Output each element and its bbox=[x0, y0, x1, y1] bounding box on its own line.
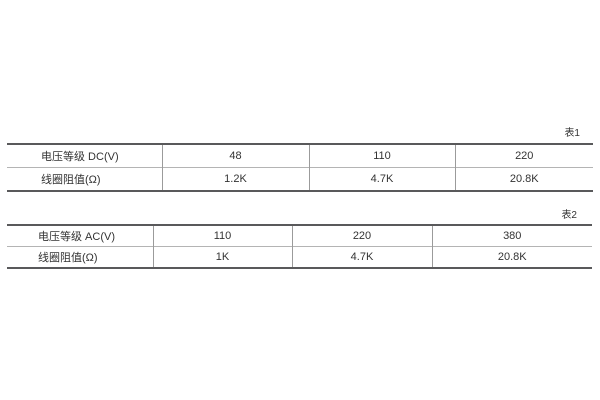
value-cell: 20.8K bbox=[455, 167, 593, 191]
table1-caption: 表1 bbox=[564, 128, 580, 139]
value-cell: 380 bbox=[503, 230, 522, 242]
dc-voltage-table-section: 表1 电压等级 DC(V) 48 110 220 线圈阻值(Ω) 1.2K 4.… bbox=[7, 126, 593, 192]
table-row: 线圈阻值(Ω) 1K 4.7K 20.8K bbox=[7, 246, 592, 268]
dc-voltage-table: 电压等级 DC(V) 48 110 220 线圈阻值(Ω) 1.2K 4.7K … bbox=[7, 143, 593, 192]
value-cell: 1K bbox=[153, 246, 293, 268]
row-label: 线圈阻值(Ω) bbox=[7, 246, 154, 268]
table-row: 线圈阻值(Ω) 1.2K 4.7K 20.8K bbox=[7, 167, 593, 191]
value-cell: 1.2K bbox=[162, 167, 310, 191]
value-cell: 220 bbox=[292, 225, 433, 247]
row-label: 电压等级 AC(V) bbox=[7, 225, 154, 247]
row-label: 线圈阻值(Ω) bbox=[7, 167, 163, 191]
value-cell: 4.7K bbox=[309, 167, 456, 191]
ac-voltage-table-section: 表2 电压等级 AC(V) 110 220 380 线圈阻值(Ω) 1K 4.7… bbox=[7, 208, 592, 269]
value-cell: 220 bbox=[515, 150, 534, 162]
value-cell: 110 bbox=[153, 225, 293, 247]
value-cell: 48 bbox=[162, 144, 310, 168]
value-cell: 20.8K bbox=[432, 246, 592, 268]
value-cell: 4.7K bbox=[292, 246, 433, 268]
table2-caption: 表2 bbox=[561, 210, 577, 221]
ac-voltage-table: 电压等级 AC(V) 110 220 380 线圈阻值(Ω) 1K 4.7K 2… bbox=[7, 224, 592, 269]
row-label: 电压等级 DC(V) bbox=[7, 144, 163, 168]
table-row: 电压等级 AC(V) 110 220 380 bbox=[7, 225, 592, 247]
table-row: 电压等级 DC(V) 48 110 220 bbox=[7, 144, 593, 168]
value-cell: 110 bbox=[309, 144, 456, 168]
